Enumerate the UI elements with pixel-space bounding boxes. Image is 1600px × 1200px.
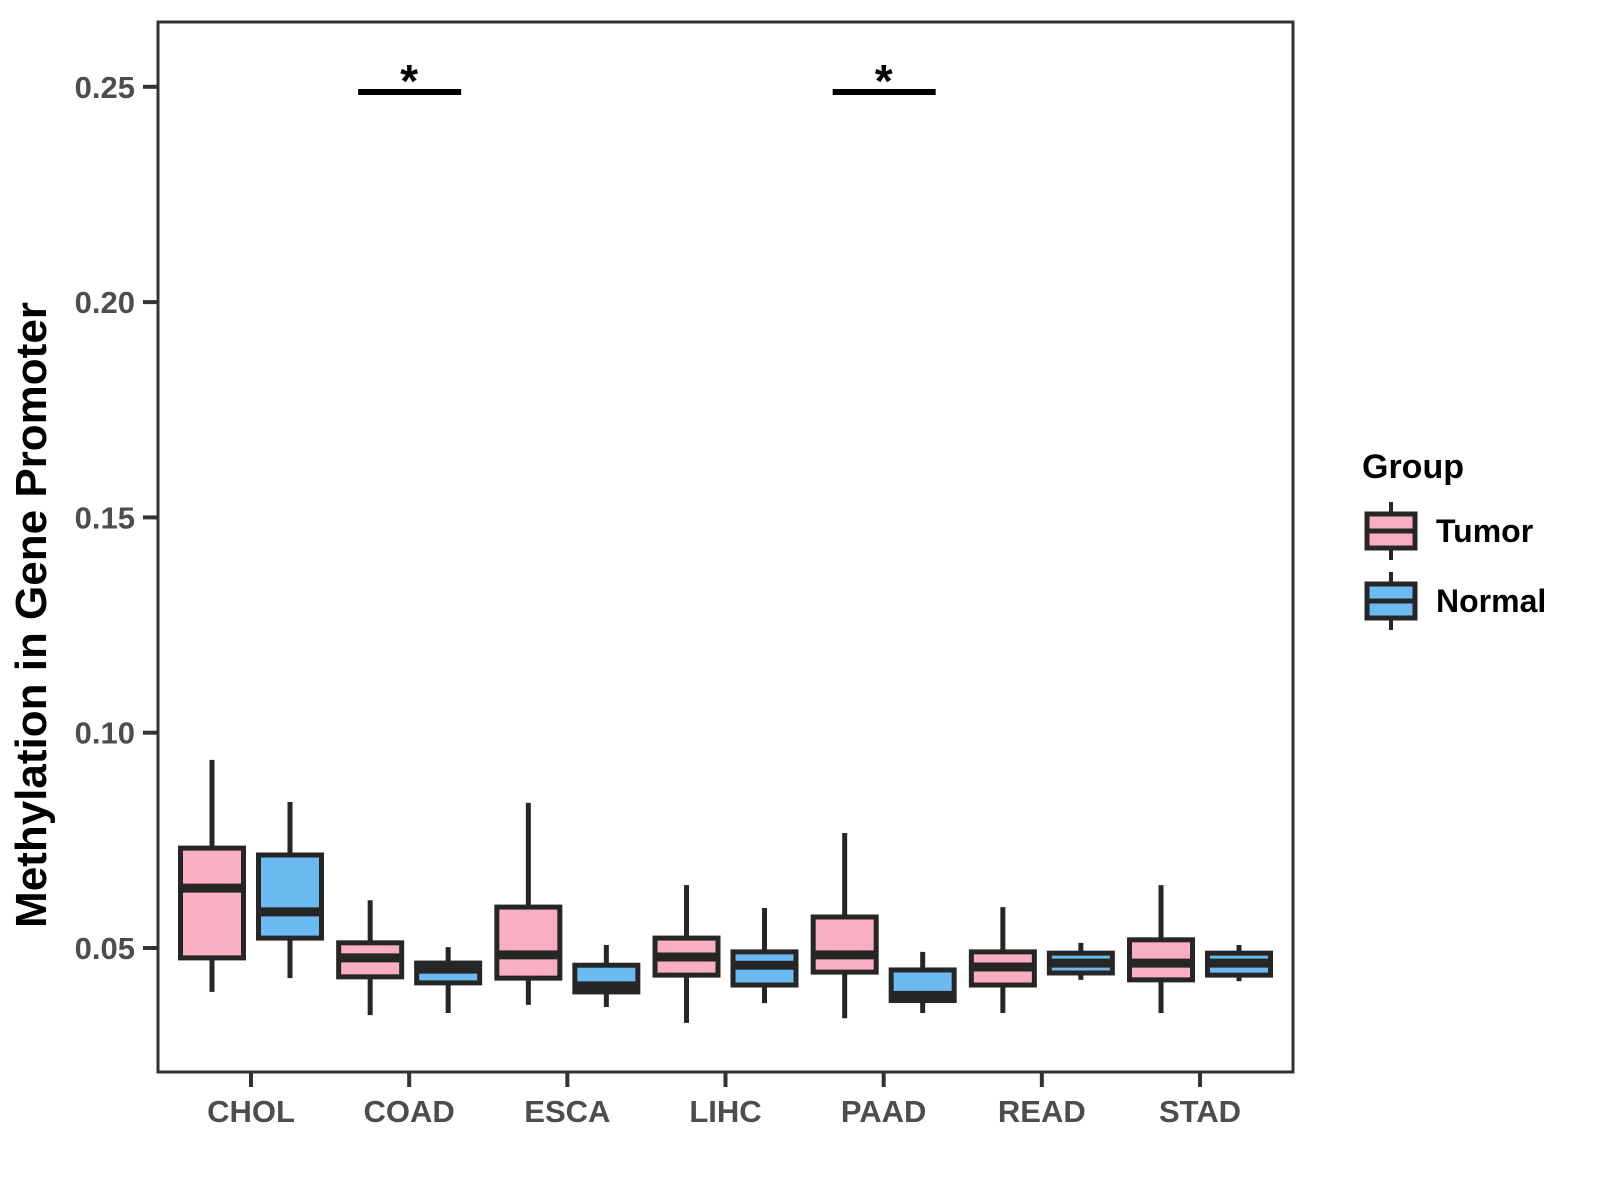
x-tick-label: CHOL	[207, 1094, 295, 1129]
legend-title: Group	[1362, 448, 1464, 486]
boxplot-normal-CHOL-box	[256, 852, 324, 941]
y-tick-label: 0.05	[75, 931, 135, 966]
y-axis-title: Methylation in Gene Promoter	[7, 302, 56, 928]
significance-star-PAAD: *	[875, 55, 893, 107]
legend-label-normal: Normal	[1436, 582, 1547, 619]
legend-item-normal: Normal	[1362, 569, 1546, 633]
tumor-boxplot-key-icon	[1364, 502, 1418, 560]
legend-item-tumor: Tumor	[1362, 499, 1546, 563]
normal-boxplot-key-icon	[1364, 572, 1418, 630]
y-tick-label: 0.10	[75, 716, 135, 751]
x-tick-label: LIHC	[689, 1094, 761, 1129]
x-tick-label: PAAD	[841, 1094, 927, 1129]
plot-layer: 0.05 0.10 0.15 0.20 0.25 CHOL COAD ESCA LIHC PAAD…	[75, 55, 1274, 1129]
x-tick-label: ESCA	[524, 1094, 610, 1129]
y-tick-label: 0.15	[75, 500, 135, 535]
x-tick-label: READ	[998, 1094, 1086, 1129]
boxplot-tumor-PAAD-box	[810, 914, 879, 975]
plot-panel	[156, 20, 1295, 1074]
x-tick-label: STAD	[1159, 1094, 1241, 1129]
boxplot-tumor-CHOL-box	[178, 845, 246, 961]
significance-star-COAD: *	[400, 55, 418, 107]
x-tick-label: COAD	[364, 1094, 455, 1129]
boxplot-tumor-ESCA-box	[494, 904, 563, 981]
legend: Group Tumor Normal	[1338, 448, 1546, 639]
y-tick-label: 0.25	[75, 70, 135, 105]
legend-label-tumor: Tumor	[1436, 512, 1534, 549]
y-tick-label: 0.20	[75, 285, 135, 320]
